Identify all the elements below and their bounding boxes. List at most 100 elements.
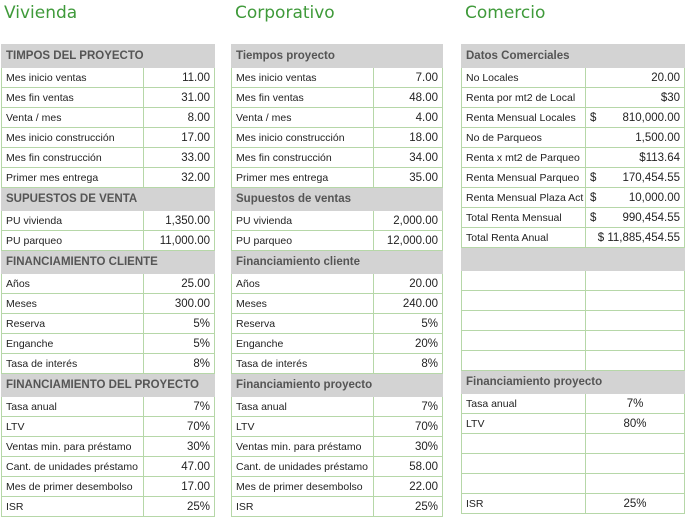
value-cell[interactable]: 25%: [584, 493, 686, 514]
value-cell[interactable]: 20.00: [584, 67, 686, 88]
value-cell[interactable]: $10,000.00: [584, 187, 686, 208]
label-cell[interactable]: [461, 473, 586, 494]
label-cell[interactable]: LTV: [461, 413, 586, 434]
label-cell[interactable]: Ventas min. para préstamo: [231, 436, 374, 457]
label-cell[interactable]: Reserva: [1, 313, 144, 334]
section-header-cell[interactable]: [460, 247, 686, 271]
label-cell[interactable]: Meses: [1, 293, 144, 314]
value-cell[interactable]: [584, 433, 686, 454]
value-cell[interactable]: [584, 473, 686, 494]
section-header-cell[interactable]: SUPUESTOS DE VENTA: [0, 187, 216, 211]
value-cell[interactable]: 17.00: [142, 476, 216, 497]
label-cell[interactable]: Total Renta Anual: [461, 227, 586, 248]
value-cell[interactable]: 300.00: [142, 293, 216, 314]
section-header-cell[interactable]: Supuestos de ventas: [231, 187, 443, 211]
value-cell[interactable]: 25%: [142, 496, 216, 517]
label-cell[interactable]: Mes fin ventas: [1, 87, 144, 108]
label-cell[interactable]: Mes fin ventas: [231, 87, 374, 108]
label-cell[interactable]: PU parqueo: [1, 230, 144, 251]
label-cell[interactable]: Enganche: [231, 333, 374, 354]
value-cell[interactable]: 20%: [373, 333, 443, 354]
label-cell[interactable]: Tasa anual: [1, 396, 144, 417]
label-cell[interactable]: Cant. de unidades préstamo: [1, 456, 144, 477]
value-cell[interactable]: 30%: [142, 436, 216, 457]
value-cell[interactable]: [584, 350, 686, 371]
label-cell[interactable]: Total Renta Mensual: [461, 207, 586, 228]
section-header-cell[interactable]: Financiamiento proyecto: [231, 373, 443, 397]
label-cell[interactable]: [461, 330, 586, 351]
value-cell[interactable]: [584, 310, 686, 331]
label-cell[interactable]: Mes inicio ventas: [1, 67, 144, 88]
label-cell[interactable]: Mes inicio construcción: [231, 127, 374, 148]
label-cell[interactable]: Renta Mensual Parqueo: [461, 167, 586, 188]
label-cell[interactable]: Años: [1, 273, 144, 294]
value-cell[interactable]: 25.00: [142, 273, 216, 294]
value-cell[interactable]: $990,454.55: [584, 207, 686, 228]
value-cell[interactable]: 2,000.00: [373, 210, 443, 231]
value-cell[interactable]: [584, 330, 686, 351]
label-cell[interactable]: PU parqueo: [231, 230, 374, 251]
label-cell[interactable]: Tasa anual: [231, 396, 374, 417]
value-cell[interactable]: 7%: [142, 396, 216, 417]
label-cell[interactable]: No Locales: [461, 67, 586, 88]
label-cell[interactable]: Mes fin construcción: [1, 147, 144, 168]
value-cell[interactable]: 47.00: [142, 456, 216, 477]
label-cell[interactable]: ISR: [1, 496, 144, 517]
value-cell[interactable]: 8%: [142, 353, 216, 374]
value-cell[interactable]: 31.00: [142, 87, 216, 108]
value-cell[interactable]: 70%: [142, 416, 216, 437]
value-cell[interactable]: [584, 270, 686, 291]
value-cell[interactable]: 70%: [373, 416, 443, 437]
label-cell[interactable]: Tasa de interés: [231, 353, 374, 374]
value-cell[interactable]: $113.64: [584, 147, 686, 168]
value-cell[interactable]: 11,000.00: [142, 230, 216, 251]
value-cell[interactable]: 33.00: [142, 147, 216, 168]
label-cell[interactable]: Mes inicio ventas: [231, 67, 374, 88]
label-cell[interactable]: Mes inicio construcción: [1, 127, 144, 148]
label-cell[interactable]: ISR: [231, 496, 374, 517]
label-cell[interactable]: LTV: [231, 416, 374, 437]
value-cell[interactable]: 7%: [373, 396, 443, 417]
value-cell[interactable]: 35.00: [373, 167, 443, 188]
label-cell[interactable]: Renta por mt2 de Local: [461, 87, 586, 108]
value-cell[interactable]: 18.00: [373, 127, 443, 148]
label-cell[interactable]: PU vivienda: [1, 210, 144, 231]
value-cell[interactable]: 30%: [373, 436, 443, 457]
value-cell[interactable]: 11.00: [142, 67, 216, 88]
value-cell[interactable]: 7%: [584, 393, 686, 414]
label-cell[interactable]: [461, 290, 586, 311]
value-cell[interactable]: 4.00: [373, 107, 443, 128]
label-cell[interactable]: Enganche: [1, 333, 144, 354]
section-header-cell[interactable]: Tiempos proyecto: [231, 44, 443, 68]
label-cell[interactable]: Mes de primer desembolso: [1, 476, 144, 497]
value-cell[interactable]: $810,000.00: [584, 107, 686, 128]
label-cell[interactable]: LTV: [1, 416, 144, 437]
label-cell[interactable]: Mes de primer desembolso: [231, 476, 374, 497]
section-header-cell[interactable]: FINANCIAMIENTO DEL PROYECTO: [0, 373, 216, 397]
label-cell[interactable]: [461, 453, 586, 474]
label-cell[interactable]: Primer mes entrega: [231, 167, 374, 188]
label-cell[interactable]: [461, 270, 586, 291]
section-header-cell[interactable]: Datos Comerciales: [460, 44, 686, 68]
value-cell[interactable]: $ 11,885,454.55: [584, 227, 686, 248]
label-cell[interactable]: Tasa anual: [461, 393, 586, 414]
value-cell[interactable]: $30: [584, 87, 686, 108]
label-cell[interactable]: Renta x mt2 de Parqueo: [461, 147, 586, 168]
value-cell[interactable]: 17.00: [142, 127, 216, 148]
value-cell[interactable]: 1,500.00: [584, 127, 686, 148]
label-cell[interactable]: Tasa de interés: [1, 353, 144, 374]
value-cell[interactable]: 5%: [373, 313, 443, 334]
label-cell[interactable]: Cant. de unidades préstamo: [231, 456, 374, 477]
value-cell[interactable]: 80%: [584, 413, 686, 434]
section-header-cell[interactable]: Financiamiento cliente: [231, 250, 443, 274]
value-cell[interactable]: 12,000.00: [373, 230, 443, 251]
label-cell[interactable]: Mes fin construcción: [231, 147, 374, 168]
label-cell[interactable]: Primer mes entrega: [1, 167, 144, 188]
label-cell[interactable]: ISR: [461, 493, 586, 514]
section-header-cell[interactable]: FINANCIAMIENTO CLIENTE: [0, 250, 216, 274]
value-cell[interactable]: 1,350.00: [142, 210, 216, 231]
value-cell[interactable]: 32.00: [142, 167, 216, 188]
label-cell[interactable]: [461, 310, 586, 331]
value-cell[interactable]: 48.00: [373, 87, 443, 108]
value-cell[interactable]: 8%: [373, 353, 443, 374]
